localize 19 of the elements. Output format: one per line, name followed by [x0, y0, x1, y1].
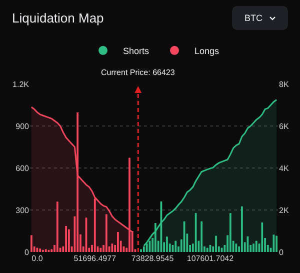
y2-tick-label: 4K	[279, 164, 290, 173]
y-tick-label: 0	[24, 248, 30, 257]
text: BTC	[244, 13, 262, 23]
y2-tick-label: 8K	[279, 80, 290, 89]
x-tick-label: 0.0	[32, 254, 44, 263]
y-tick-label: 900	[16, 122, 30, 131]
x-tick-label: 51696.4977	[74, 254, 117, 263]
legend-label: Longs	[194, 46, 220, 56]
legend-label: Shorts	[123, 46, 150, 56]
y2-tick-label: 2K	[279, 206, 290, 215]
y-tick-label: 600	[16, 164, 30, 173]
x-tick-label: 73828.9545	[131, 254, 174, 263]
y2-tick-label: 0	[279, 248, 284, 257]
y2-tick-label: 6K	[279, 122, 290, 131]
y-tick-label: 300	[16, 206, 30, 215]
text: Current Price: 66423	[101, 68, 176, 77]
y-tick-label: 1.2K	[12, 80, 30, 89]
chart-title: Liquidation Map	[12, 10, 104, 26]
x-tick-label: 107601.7042	[186, 254, 234, 263]
